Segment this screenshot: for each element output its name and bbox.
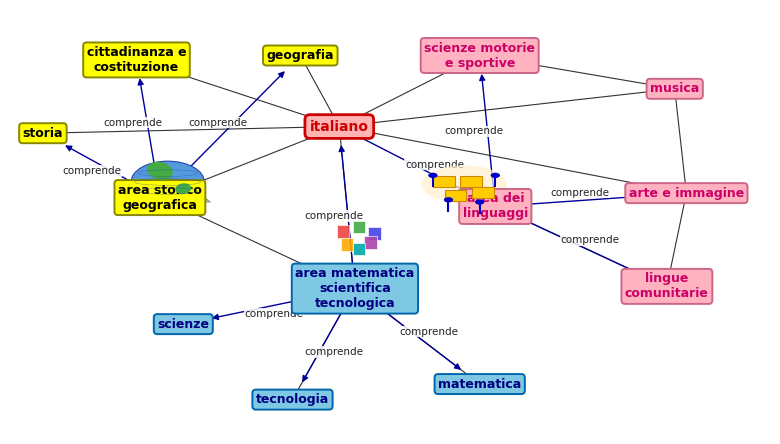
Circle shape bbox=[444, 197, 453, 202]
Text: area matematica
scientifica
tecnologica: area matematica scientifica tecnologica bbox=[296, 267, 414, 310]
Text: comprende: comprende bbox=[561, 235, 619, 245]
Circle shape bbox=[475, 199, 484, 205]
Circle shape bbox=[428, 173, 438, 178]
Text: comprende: comprende bbox=[188, 118, 247, 127]
Bar bbox=[445, 190, 466, 201]
Ellipse shape bbox=[176, 183, 191, 194]
Text: comprende: comprende bbox=[104, 118, 162, 127]
Bar bbox=[337, 225, 349, 238]
Text: comprende: comprende bbox=[550, 187, 609, 198]
Bar bbox=[353, 221, 365, 233]
Bar bbox=[364, 236, 377, 249]
Text: scienze motorie
e sportive: scienze motorie e sportive bbox=[424, 41, 535, 70]
Circle shape bbox=[131, 161, 204, 203]
Text: storia: storia bbox=[23, 127, 63, 140]
Text: italiano: italiano bbox=[310, 119, 369, 134]
Text: scienze: scienze bbox=[158, 317, 209, 331]
Ellipse shape bbox=[147, 162, 173, 180]
Text: area dei
linguaggi: area dei linguaggi bbox=[463, 192, 528, 221]
Text: matematica: matematica bbox=[438, 377, 521, 391]
Ellipse shape bbox=[421, 166, 507, 203]
Text: area storico
geografica: area storico geografica bbox=[118, 183, 202, 212]
Bar bbox=[460, 176, 482, 187]
Text: arte e immagine: arte e immagine bbox=[629, 186, 744, 200]
Bar bbox=[368, 227, 381, 240]
Bar bbox=[433, 176, 455, 187]
Text: comprende: comprende bbox=[244, 309, 303, 319]
Bar bbox=[472, 187, 494, 198]
Text: comprende: comprende bbox=[405, 159, 464, 170]
Text: comprende: comprende bbox=[62, 166, 121, 176]
Text: comprende: comprende bbox=[399, 326, 458, 337]
Text: cittadinanza e
costituzione: cittadinanza e costituzione bbox=[87, 46, 186, 74]
Text: musica: musica bbox=[650, 82, 700, 95]
Circle shape bbox=[491, 173, 500, 178]
Polygon shape bbox=[125, 193, 211, 202]
Bar bbox=[341, 238, 353, 251]
Text: comprende: comprende bbox=[304, 211, 363, 221]
Text: comprende: comprende bbox=[304, 347, 363, 357]
Text: tecnologia: tecnologia bbox=[256, 393, 329, 406]
Bar bbox=[353, 243, 365, 255]
Text: comprende: comprende bbox=[444, 127, 503, 136]
Text: lingue
comunitarie: lingue comunitarie bbox=[625, 272, 709, 301]
Text: geografia: geografia bbox=[267, 49, 334, 62]
